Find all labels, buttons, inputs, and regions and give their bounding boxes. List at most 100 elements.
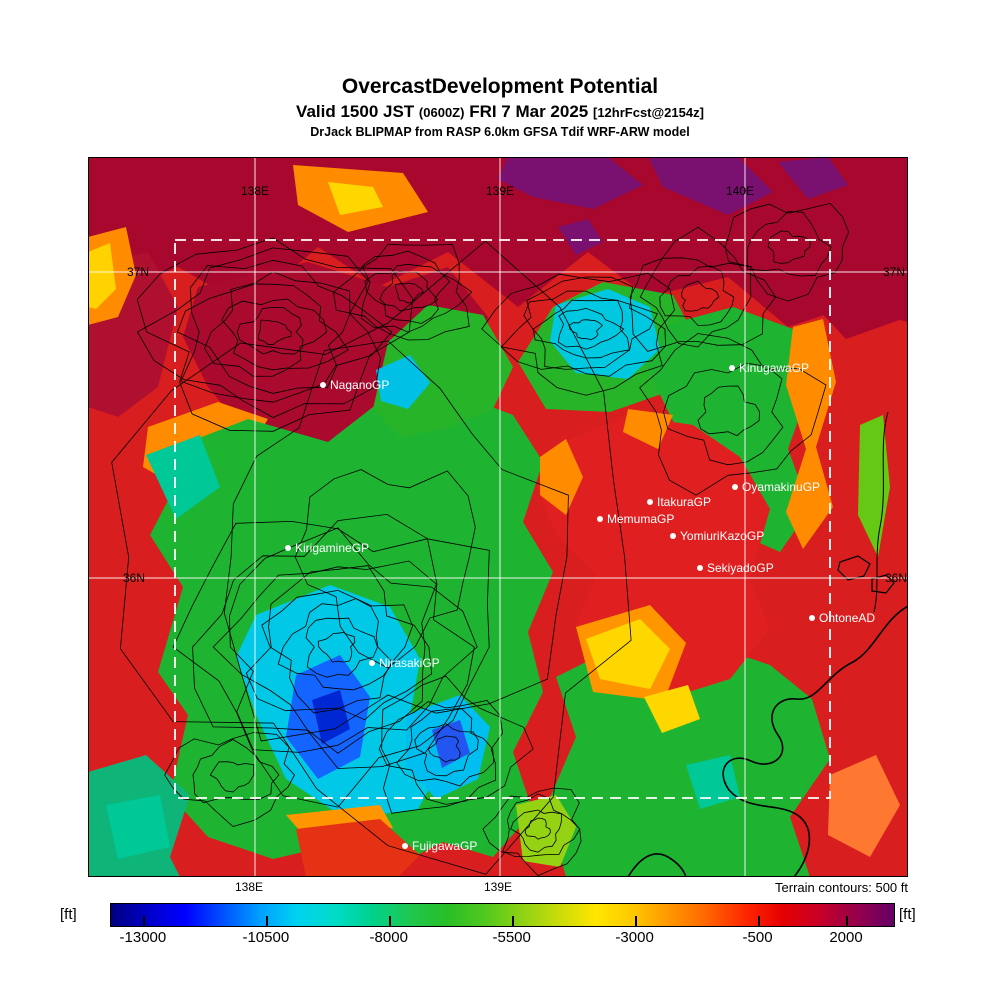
colorbar-tick bbox=[846, 916, 849, 926]
colorbar-unit-left: [ft] bbox=[60, 906, 77, 923]
terrain-contour bbox=[414, 723, 479, 777]
terrain-contour bbox=[176, 271, 351, 394]
terrain-contour bbox=[180, 259, 393, 403]
terrain-contour bbox=[192, 513, 475, 769]
terrain-contour bbox=[523, 290, 658, 370]
valid-time-utc: (0600Z) bbox=[418, 104, 465, 120]
terrain-contour-loops bbox=[111, 202, 850, 877]
colorbar-gradient bbox=[111, 904, 894, 926]
forecast-map: 138E 139E 140E 37N 37N 36N 36N NaganoGP Kinugaw… bbox=[88, 157, 908, 877]
terrain-contour bbox=[172, 520, 490, 808]
colorbar-tick bbox=[757, 916, 760, 926]
station-label: KirigamineGP bbox=[295, 541, 369, 555]
lon-label-top: 139E bbox=[486, 184, 514, 198]
station-label: OhtoneAD bbox=[819, 611, 875, 625]
station-label: FujigawaGP bbox=[412, 839, 477, 853]
terrain-contour bbox=[747, 210, 832, 277]
station-label: YomiuriKazoGP bbox=[680, 529, 764, 543]
valid-time-main: Valid 1500 JST bbox=[296, 101, 415, 121]
terrain-contour bbox=[236, 306, 304, 355]
terrain-contour bbox=[223, 340, 569, 742]
station-marker bbox=[320, 382, 326, 388]
lat-label-right: 36N bbox=[885, 571, 907, 585]
colorbar-tick-label: -13000 bbox=[119, 929, 167, 946]
geo-labels: 138E 139E 140E 37N 37N 36N 36N bbox=[123, 184, 907, 585]
station-marker bbox=[732, 484, 738, 490]
colorbar bbox=[110, 903, 895, 927]
station-label: NirasakiGP bbox=[379, 656, 440, 670]
terrain-contour bbox=[305, 617, 378, 678]
colorbar-tick bbox=[142, 916, 145, 926]
title-block: OvercastDevelopment Potential Valid 1500… bbox=[0, 74, 1000, 141]
station-label: SekiyadoGP bbox=[707, 561, 774, 575]
station-label: NaganoGP bbox=[330, 378, 389, 392]
terrain-contour bbox=[557, 307, 625, 350]
station-marker bbox=[369, 660, 375, 666]
terrain-contour bbox=[277, 598, 394, 691]
station-label: OyamakinuGP bbox=[742, 480, 820, 494]
chart-title: OvercastDevelopment Potential bbox=[341, 75, 659, 98]
terrain-contour bbox=[333, 243, 470, 341]
colorbar-tick bbox=[265, 916, 268, 926]
terrain-contour bbox=[629, 226, 777, 352]
terrain-contour bbox=[164, 732, 295, 827]
terrain-contour bbox=[663, 362, 784, 466]
terrain-contour bbox=[639, 333, 827, 496]
station-marker bbox=[597, 516, 603, 522]
terrain-contour bbox=[317, 632, 356, 663]
terrain-contour bbox=[697, 385, 761, 437]
colorbar-tick-label: -10500 bbox=[242, 929, 290, 946]
station-marker bbox=[647, 499, 653, 505]
forecast-cycle: [12hrFcst@2154z] bbox=[592, 104, 704, 120]
terrain-contour bbox=[229, 527, 478, 753]
station-label: KinugawaGP bbox=[739, 361, 809, 375]
lon-label-bottom: 139E bbox=[483, 880, 513, 894]
map-overlays bbox=[88, 157, 908, 877]
map-border bbox=[88, 157, 908, 877]
terrain-contour bbox=[724, 202, 850, 302]
terrain-contour bbox=[136, 237, 414, 432]
terrain-contour bbox=[502, 793, 581, 858]
station-marker bbox=[402, 843, 408, 849]
lon-label-top: 140E bbox=[726, 184, 754, 198]
terrain-contour bbox=[221, 298, 328, 371]
terrain-contour bbox=[261, 589, 414, 714]
lat-label-left: 36N bbox=[123, 571, 145, 585]
valid-time-line: Valid 1500 JST (0600Z) FRI 7 Mar 2025 [1… bbox=[0, 102, 1000, 123]
terrain-contour bbox=[204, 283, 349, 377]
station-markers: NaganoGP KinugawaGP OyamakinuGP ItakuraGP Me… bbox=[285, 361, 875, 853]
lat-label-left: 37N bbox=[127, 265, 149, 279]
terrain-contour bbox=[381, 675, 534, 814]
valid-date: FRI 7 Mar 2025 bbox=[469, 101, 589, 121]
station-marker bbox=[285, 545, 291, 551]
station-label: MemumaGP bbox=[607, 512, 674, 526]
colorbar-tick-label: -8000 bbox=[369, 929, 408, 946]
terrain-contour bbox=[396, 707, 495, 787]
colorbar-tick-label: -5500 bbox=[492, 929, 531, 946]
station-marker bbox=[697, 565, 703, 571]
terrain-contour bbox=[212, 560, 437, 754]
terrain-contour bbox=[510, 809, 563, 853]
terrain-contour bbox=[767, 230, 811, 264]
colorbar-tick bbox=[634, 916, 637, 926]
model-line: DrJack BLIPMAP from RASP 6.0km GFSA Tdif… bbox=[310, 125, 690, 140]
model-domain-box bbox=[174, 239, 831, 799]
colorbar-tick-label: -3000 bbox=[615, 929, 654, 946]
terrain-contour bbox=[568, 319, 604, 341]
terrain-contour bbox=[659, 265, 735, 326]
colorbar-tick bbox=[388, 916, 391, 926]
latlon-grid bbox=[88, 157, 908, 877]
lon-label-bottom: 138E bbox=[234, 880, 264, 894]
coastline bbox=[627, 411, 908, 877]
terrain-contour bbox=[394, 282, 424, 304]
terrain-contour bbox=[481, 272, 675, 396]
terrain-contour bbox=[378, 700, 504, 805]
station-marker bbox=[670, 533, 676, 539]
terrain-contours bbox=[111, 202, 908, 877]
colorbar-tick-label: -500 bbox=[742, 929, 773, 946]
filled-contour-field bbox=[88, 157, 908, 877]
terrain-contour bbox=[192, 739, 280, 804]
colorbar-tick bbox=[511, 916, 514, 926]
terrain-contour bbox=[482, 787, 582, 877]
